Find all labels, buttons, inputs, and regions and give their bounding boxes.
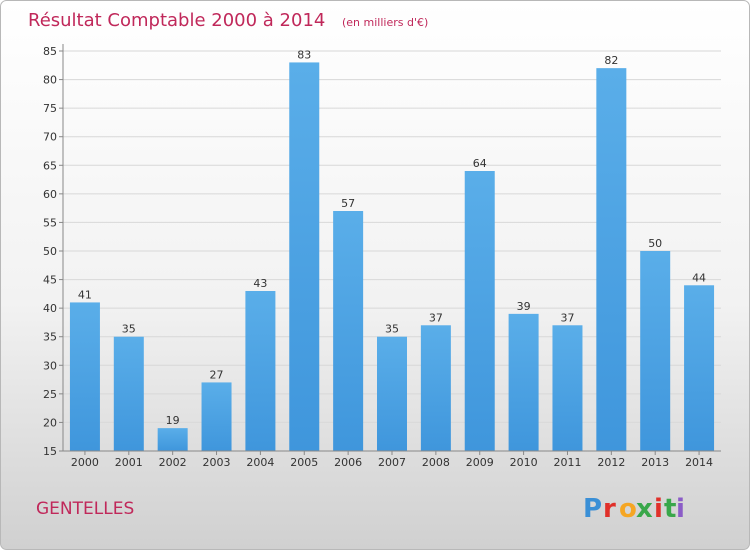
x-tick-label: 2012 [597, 456, 625, 469]
bar-value-label: 27 [210, 368, 224, 381]
x-tick-label: 2002 [159, 456, 187, 469]
bar [464, 171, 495, 451]
y-tick-label: 70 [43, 131, 57, 144]
bar-value-label: 82 [604, 54, 618, 67]
x-tick-label: 2009 [466, 456, 494, 469]
bar-value-label: 43 [253, 277, 267, 290]
y-tick-label: 50 [43, 245, 57, 258]
bar [552, 325, 583, 451]
bar-value-label: 50 [648, 237, 662, 250]
bar [113, 336, 144, 451]
logo-letter: o [619, 494, 637, 524]
y-tick-label: 80 [43, 74, 57, 87]
x-tick-label: 2003 [203, 456, 231, 469]
bar [69, 302, 100, 451]
bar [333, 211, 364, 451]
place-name: GENTELLES [36, 499, 134, 519]
x-tick-label: 2005 [290, 456, 318, 469]
y-axis-ticks: 15 20 25 30 35 40 45 50 55 60 65 70 75 80 85 [43, 45, 63, 458]
y-tick-label: 55 [43, 216, 57, 229]
bar-value-label: 57 [341, 197, 355, 210]
logo-letter: i [654, 494, 663, 524]
bar-value-label: 37 [560, 311, 574, 324]
x-axis-ticks: 2000 2001 2002 2003 2004 2005 2006 2007 2008 2009… [71, 451, 713, 469]
bar [245, 291, 276, 451]
x-tick-label: 2007 [378, 456, 406, 469]
x-tick-label: 2014 [685, 456, 713, 469]
x-tick-label: 2010 [510, 456, 538, 469]
y-tick-label: 25 [43, 388, 57, 401]
y-tick-label: 85 [43, 45, 57, 58]
logo-letter: r [603, 494, 616, 524]
bar [640, 251, 671, 451]
x-tick-label: 2008 [422, 456, 450, 469]
bar [157, 428, 188, 451]
logo-letter: x [636, 494, 653, 524]
y-tick-label: 20 [43, 416, 57, 429]
logo-letter: i [676, 494, 685, 524]
bar [684, 285, 715, 451]
bar-value-label: 83 [297, 48, 311, 61]
chart-title: Résultat Comptable 2000 à 2014 [28, 10, 325, 31]
bar [377, 336, 407, 451]
x-tick-label: 2000 [71, 456, 99, 469]
y-tick-label: 35 [43, 331, 57, 344]
bar [201, 382, 232, 451]
logo-letter: t [664, 494, 676, 524]
y-tick-label: 75 [43, 102, 57, 115]
bar-value-label: 41 [78, 288, 92, 301]
bar [289, 62, 320, 452]
bar-value-label: 64 [473, 157, 487, 170]
bars: 41 35 19 27 43 83 57 35 37 64 39 37 82 50 44 [69, 48, 715, 452]
bar [420, 325, 451, 451]
x-tick-label: 2004 [246, 456, 274, 469]
chart-subtitle: (en milliers d'€) [342, 16, 428, 29]
bar-value-label: 37 [429, 311, 443, 324]
bar-value-label: 35 [122, 323, 136, 336]
bar-value-label: 39 [517, 300, 531, 313]
y-tick-label: 65 [43, 159, 57, 172]
bar-value-label: 44 [692, 271, 706, 284]
y-tick-label: 15 [43, 445, 57, 458]
bar [596, 68, 627, 452]
y-tick-label: 45 [43, 274, 57, 287]
bar [508, 313, 539, 451]
x-tick-label: 2006 [334, 456, 362, 469]
x-tick-label: 2011 [553, 456, 581, 469]
x-tick-label: 2001 [115, 456, 143, 469]
y-tick-label: 30 [43, 359, 57, 372]
y-tick-label: 60 [43, 188, 57, 201]
bar-value-label: 35 [385, 323, 399, 336]
logo-letter: P [583, 494, 602, 524]
bar-value-label: 19 [166, 414, 180, 427]
y-tick-label: 40 [43, 302, 57, 315]
x-tick-label: 2013 [641, 456, 669, 469]
